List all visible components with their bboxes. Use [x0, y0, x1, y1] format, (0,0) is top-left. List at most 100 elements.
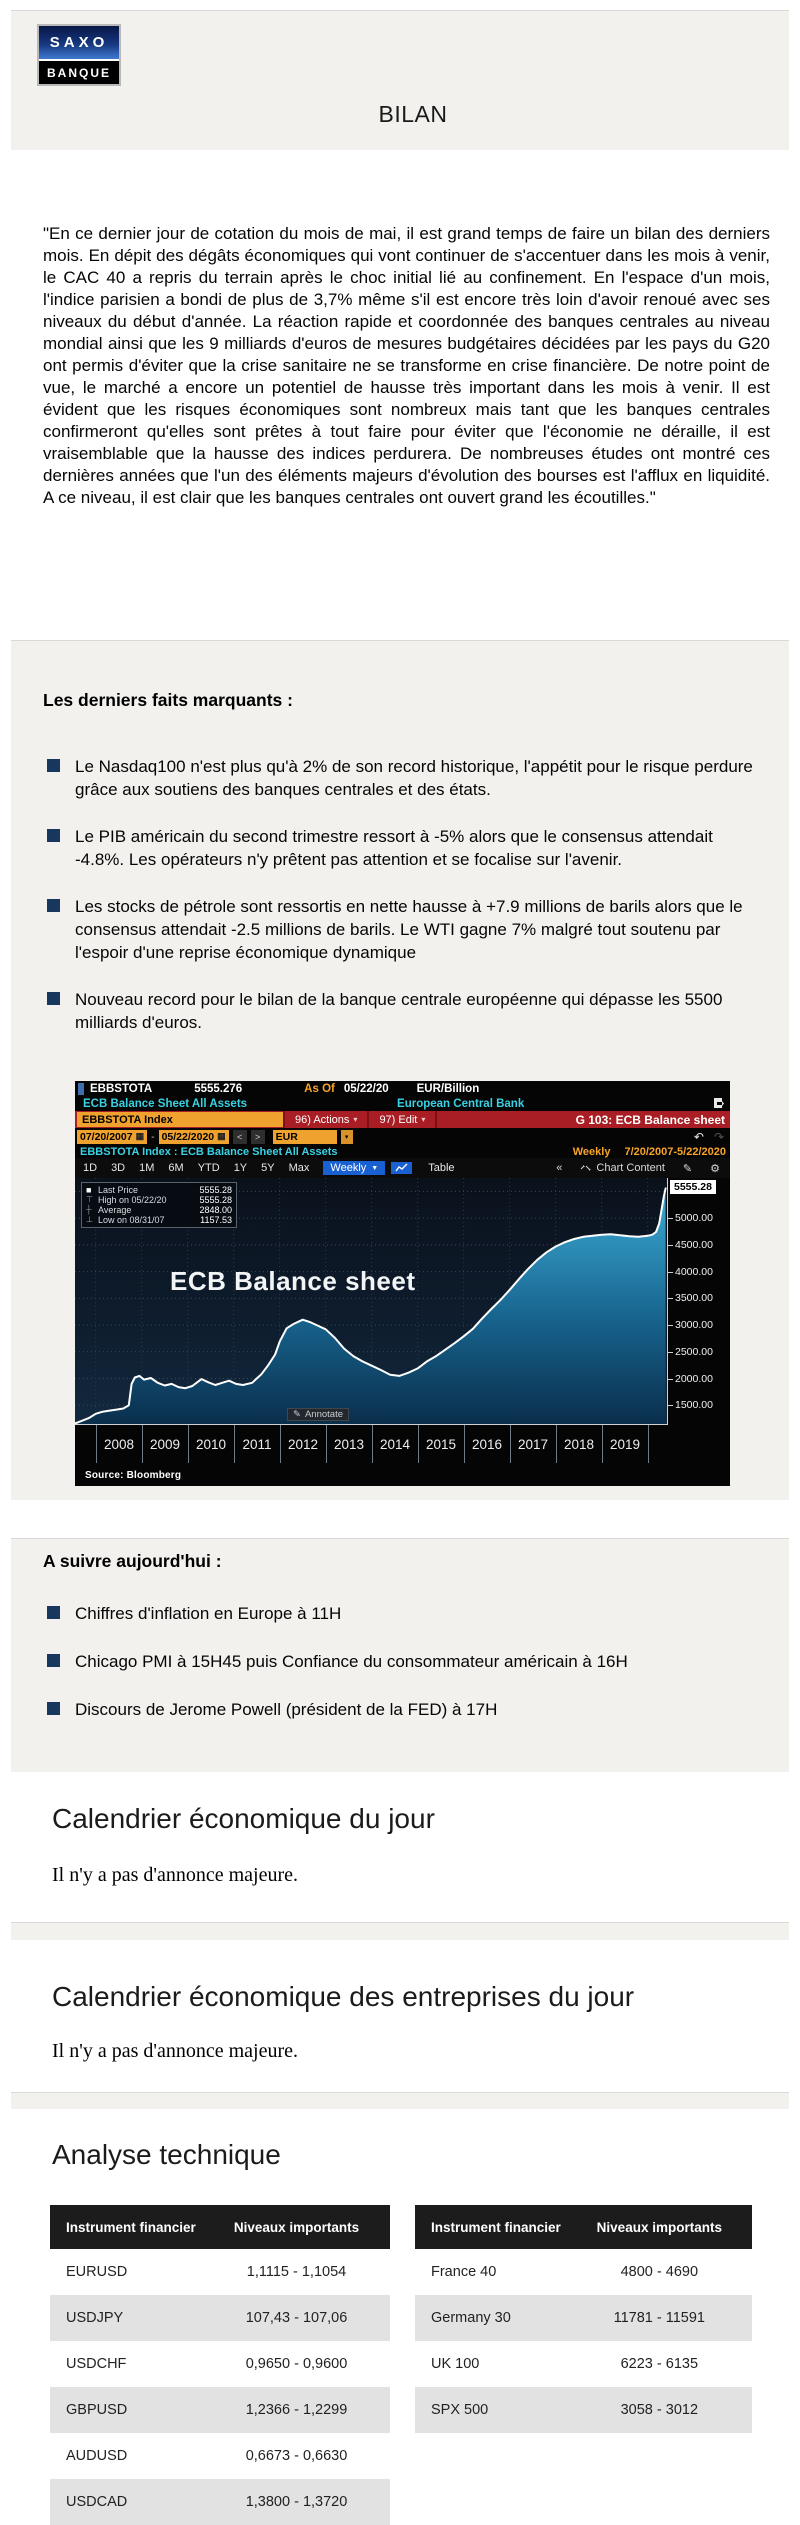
table-header-row: Instrument financier Niveaux importants — [50, 2205, 390, 2249]
edit-label: 97) Edit — [379, 1113, 418, 1126]
x-axis-tick — [280, 1425, 281, 1463]
technical-table-fx: Instrument financier Niveaux importants … — [50, 2205, 390, 2525]
range-button-6m[interactable]: 6M — [168, 1162, 184, 1174]
levels-cell: 1,3800 - 1,3720 — [203, 2479, 390, 2525]
legend-label: Average — [98, 1205, 132, 1215]
table-row: France 40 4800 - 4690 — [415, 2249, 752, 2295]
currency-field[interactable]: EUR — [272, 1129, 337, 1144]
list-item: Nouveau record pour le bilan de la banqu… — [47, 988, 765, 1034]
gear-icon[interactable]: ⚙ — [710, 1162, 720, 1175]
range-button-1y[interactable]: 1Y — [233, 1162, 248, 1174]
x-axis-tick — [648, 1425, 649, 1463]
chart-content-button[interactable]: Chart Content — [580, 1162, 665, 1174]
logo-saxo-text: SAXO — [39, 26, 119, 61]
range-button-ytd[interactable]: YTD — [197, 1162, 220, 1174]
levels-cell: 4800 - 4690 — [620, 2264, 699, 2280]
eco-calendar-body: Il n'y a pas d'annonce majeure. — [52, 1864, 298, 1886]
x-axis-tick — [142, 1425, 143, 1463]
chart-code-label: G 103: ECB Balance sheet — [575, 1112, 725, 1127]
y-axis-label: 2500.00 — [668, 1345, 713, 1358]
y-axis-label: 3500.00 — [668, 1292, 713, 1305]
actions-label: 96) Actions — [295, 1113, 350, 1126]
edit-menu-button[interactable]: 97) Edit ▾ — [369, 1111, 438, 1128]
toolbar-right-group: « Chart Content ✎ ⚙ — [556, 1162, 730, 1175]
frequency-value: Weekly — [330, 1162, 367, 1174]
collapse-panel-button[interactable]: « — [556, 1162, 563, 1174]
range-button-max[interactable]: Max — [288, 1162, 310, 1174]
facts-title: Les derniers faits marquants : — [43, 690, 293, 710]
bloomberg-chart: EBBSTOTA 5555.276 As Of 05/22/20 EUR/Bil… — [75, 1081, 730, 1486]
legend-row: ┼ Average 2848.00 — [86, 1205, 232, 1215]
draw-tool-icon[interactable]: ✎ — [682, 1162, 693, 1175]
list-item: Les stocks de pétrole sont ressortis en … — [47, 895, 765, 964]
table-view-button[interactable]: Table — [428, 1162, 455, 1174]
table-row: SPX 500 3058 - 3012 — [415, 2387, 752, 2433]
x-axis-label: 2019 — [609, 1437, 641, 1452]
levels-cell: 11781 - 11591 — [566, 2295, 752, 2341]
x-axis-label: 2017 — [517, 1437, 549, 1452]
levels-cell: 0,6673 - 0,6630 — [245, 2448, 348, 2464]
y-axis-label: 5000.00 — [668, 1212, 713, 1225]
y-axis-label: 3000.00 — [668, 1319, 713, 1332]
y-axis: 5555.28 1500.00 2000.00 2500.00 3000.00 3500… — [668, 1178, 730, 1425]
export-icon[interactable] — [713, 1098, 724, 1109]
legend-label: Last Price — [98, 1185, 139, 1195]
instrument-cell: SPX 500 — [415, 2387, 567, 2433]
next-period-button[interactable]: > — [250, 1129, 265, 1144]
bullet-square-icon — [47, 1654, 60, 1667]
unit-label: EUR/Billion — [416, 1082, 480, 1095]
range-dates: 7/20/2007-5/22/2020 — [624, 1145, 726, 1158]
undo-icon[interactable]: ↶ — [693, 1129, 704, 1144]
date-from-value: 07/20/2007 — [80, 1130, 133, 1143]
date-from-field[interactable]: 07/20/2007 ▦ — [77, 1129, 148, 1144]
security-field[interactable]: EBBSTOTA Index — [77, 1112, 283, 1127]
chart-content-icon — [581, 1165, 591, 1171]
technical-table-indices: Instrument financier Niveaux importants … — [415, 2205, 752, 2433]
calendar-icon: ▦ — [217, 1131, 226, 1141]
issuer-name: European Central Bank — [397, 1097, 525, 1110]
header-band: SAXO BANQUE BILAN — [11, 10, 789, 150]
today-text: Discours de Jerome Powell (président de … — [75, 1700, 498, 1719]
x-axis-label: 2015 — [425, 1437, 457, 1452]
chart-source-label: Source: Bloomberg — [75, 1465, 730, 1486]
chart-toolbar: 1D 3D 1M 6M YTD 1Y 5Y Max Weekly ▼ Table … — [75, 1158, 730, 1178]
legend-label: High on 05/22/20 — [98, 1195, 167, 1205]
today-text: Chicago PMI à 15H45 puis Confiance du co… — [75, 1652, 628, 1671]
annotate-button[interactable]: ✎ Annotate — [287, 1408, 350, 1421]
list-item: Chicago PMI à 15H45 puis Confiance du co… — [47, 1650, 765, 1674]
x-axis-label: 2018 — [563, 1437, 595, 1452]
x-axis-tick — [602, 1425, 603, 1463]
range-button-1m[interactable]: 1M — [139, 1162, 155, 1174]
currency-dropdown-button[interactable]: ▾ — [340, 1129, 353, 1144]
frequency-dropdown-button[interactable]: Weekly ▼ — [323, 1161, 386, 1175]
terminal-desc-row: ECB Balance Sheet All Assets European Ce… — [75, 1096, 730, 1111]
chart-range-label: Weekly 7/20/2007-5/22/2020 — [573, 1146, 730, 1158]
x-axis-tick — [418, 1425, 419, 1463]
levels-cell: 107,43 - 107,06 — [203, 2295, 390, 2341]
actions-menu-button[interactable]: 96) Actions ▾ — [283, 1111, 370, 1128]
range-button-5y[interactable]: 5Y — [261, 1162, 275, 1174]
bullet-square-icon — [47, 829, 60, 842]
redo-icon[interactable]: ↷ — [713, 1129, 724, 1144]
list-item: Discours de Jerome Powell (président de … — [47, 1698, 765, 1722]
range-button-3d[interactable]: 3D — [111, 1162, 126, 1174]
date-to-field[interactable]: 05/22/2020 ▦ — [158, 1129, 229, 1144]
prev-period-button[interactable]: < — [232, 1129, 247, 1144]
range-button-1d[interactable]: 1D — [83, 1162, 98, 1174]
x-axis-label: 2014 — [379, 1437, 411, 1452]
instrument-cell: Germany 30 — [415, 2295, 567, 2341]
line-chart-type-button[interactable] — [391, 1162, 413, 1174]
fact-text: Les stocks de pétrole sont ressortis en … — [75, 897, 743, 962]
page-title: BILAN — [378, 101, 448, 127]
bullet-square-icon — [47, 1702, 60, 1715]
last-price-marker-icon: ■ — [86, 1185, 92, 1195]
table-row: EURUSD 1,1115 - 1,1054 — [50, 2249, 390, 2295]
column-header-instrument: Instrument financier — [50, 2205, 203, 2249]
levels-cell: 0,9650 - 0,9600 — [245, 2356, 348, 2372]
date-separator: - — [151, 1130, 155, 1143]
list-item: Le Nasdaq100 n'est plus qu'à 2% de son r… — [47, 755, 765, 801]
today-title: A suivre aujourd'hui : — [43, 1551, 222, 1571]
legend-row: ⊤ High on 05/22/20 5555.28 — [86, 1195, 232, 1205]
table-row: Germany 30 11781 - 11591 — [415, 2295, 752, 2341]
